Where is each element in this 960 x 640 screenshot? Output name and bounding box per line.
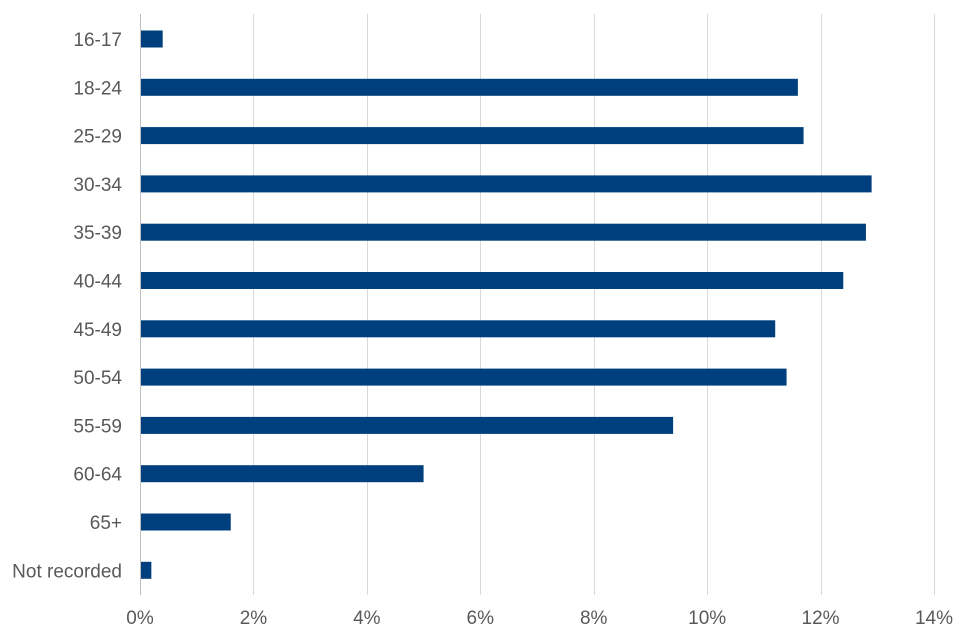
y-tick-label: 16-17 <box>73 30 122 51</box>
x-tick-label: 6% <box>467 608 495 629</box>
x-tick-label: 4% <box>353 608 381 629</box>
bar <box>141 416 674 434</box>
bar <box>141 78 798 96</box>
bar <box>141 127 804 145</box>
y-tick-label: 65+ <box>90 513 122 534</box>
y-tick-label: 55-59 <box>73 416 122 437</box>
y-tick-label: 45-49 <box>73 320 122 341</box>
bar <box>141 272 844 289</box>
bar <box>141 513 231 531</box>
bar <box>141 465 424 483</box>
bar <box>141 561 152 579</box>
y-axis-tick-labels: 16-17 18-24 25-29 30-34 35-39 40-44 45-49 50-54… <box>12 30 122 582</box>
y-tick-label: Not recorded <box>12 561 122 582</box>
bar <box>141 320 776 338</box>
y-tick-label: 60-64 <box>73 465 122 486</box>
y-tick-label: 50-54 <box>73 368 122 389</box>
bars <box>141 30 872 579</box>
x-tick-label: 12% <box>802 608 840 629</box>
gridlines <box>253 14 935 595</box>
bar <box>141 368 787 386</box>
x-tick-label: 10% <box>688 608 726 629</box>
x-tick-label: 14% <box>915 608 953 629</box>
bar <box>141 30 163 48</box>
x-axis-tick-labels: 0% 2% 4% 6% 8% 10% 12% 14% <box>126 608 953 629</box>
x-tick-label: 8% <box>580 608 608 629</box>
y-tick-label: 18-24 <box>73 78 122 99</box>
y-tick-label: 25-29 <box>73 127 122 148</box>
bar <box>141 223 866 241</box>
bar <box>141 175 872 193</box>
y-tick-label: 35-39 <box>73 223 122 244</box>
y-tick-label: 30-34 <box>73 175 122 196</box>
y-tick-label: 40-44 <box>73 272 122 293</box>
x-tick-label: 2% <box>240 608 268 629</box>
x-tick-label: 0% <box>126 608 154 629</box>
